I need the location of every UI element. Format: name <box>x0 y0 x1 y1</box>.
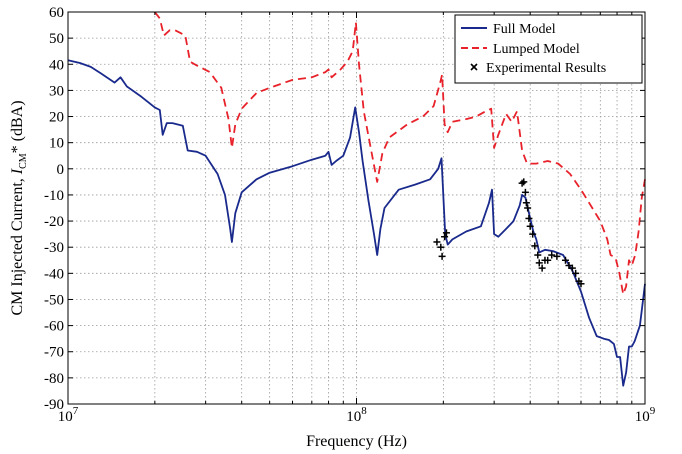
experimental-point <box>522 199 530 207</box>
y-tick-label: -10 <box>44 188 64 204</box>
experimental-point <box>534 251 542 259</box>
experimental-point <box>561 256 569 264</box>
legend-label-full-model: Full Model <box>493 22 556 37</box>
experimental-point <box>520 178 528 186</box>
experimental-point <box>438 252 446 260</box>
y-tick-label: -40 <box>44 266 64 282</box>
y-tick-label: 60 <box>49 5 64 21</box>
experimental-point <box>535 259 543 267</box>
y-tick-label: -80 <box>44 371 64 387</box>
experimental-point <box>525 214 533 222</box>
experimental-point <box>553 252 561 260</box>
y-tick-label: -30 <box>44 240 64 256</box>
y-tick-label: 20 <box>49 110 64 126</box>
y-tick-label: -50 <box>44 292 64 308</box>
x-tick-label: 107 <box>58 405 79 425</box>
experimental-point <box>441 233 449 241</box>
series-layer <box>67 11 646 387</box>
series-experimental-results <box>433 178 585 288</box>
experimental-point <box>538 264 546 272</box>
legend-label-experimental-results: Experimental Results <box>486 61 606 76</box>
series-line-full-model <box>67 59 646 387</box>
y-tick-label: 50 <box>49 31 64 47</box>
y-tick-label: -70 <box>44 345 64 361</box>
experimental-point <box>433 238 441 246</box>
x-tick-label: 109 <box>635 405 656 425</box>
y-tick-label: -20 <box>44 214 64 230</box>
experimental-point <box>521 188 529 196</box>
experimental-point <box>442 229 450 237</box>
experimental-point <box>531 242 539 250</box>
series-line-lumped-model <box>154 11 646 296</box>
y-tick-labels: 60 50 40 30 20 10 0 -10 -20 -30 -40 -50 -60 -70 -80 -90 <box>44 5 64 413</box>
experimental-point <box>544 256 552 264</box>
y-axis-label: CM Injected Current, ICM* (dBA) <box>9 100 29 315</box>
experimental-point <box>437 243 445 251</box>
legend-swatch-experimental-results <box>470 63 478 71</box>
experimental-point <box>548 251 556 259</box>
y-tick-label: 40 <box>49 57 64 73</box>
x-tick-label: 108 <box>346 405 367 425</box>
experimental-point <box>568 264 576 272</box>
experimental-point <box>526 222 534 230</box>
legend: Full Model Lumped Model Experimental Res… <box>454 14 643 84</box>
experimental-point <box>572 269 580 277</box>
axis-ticks <box>67 11 646 405</box>
x-axis-label: Frequency (Hz) <box>306 433 407 450</box>
experimental-point <box>577 280 585 288</box>
y-tick-label: 10 <box>49 136 64 152</box>
y-tick-label: 30 <box>49 83 64 99</box>
experimental-point <box>524 204 532 212</box>
y-tick-label: -60 <box>44 319 64 335</box>
experimental-point <box>529 230 537 238</box>
y-tick-label: 0 <box>57 162 65 178</box>
x-tick-labels: 107 108 109 <box>58 405 656 425</box>
legend-label-lumped-model: Lumped Model <box>493 42 580 57</box>
y-tick-label: -90 <box>44 397 64 413</box>
